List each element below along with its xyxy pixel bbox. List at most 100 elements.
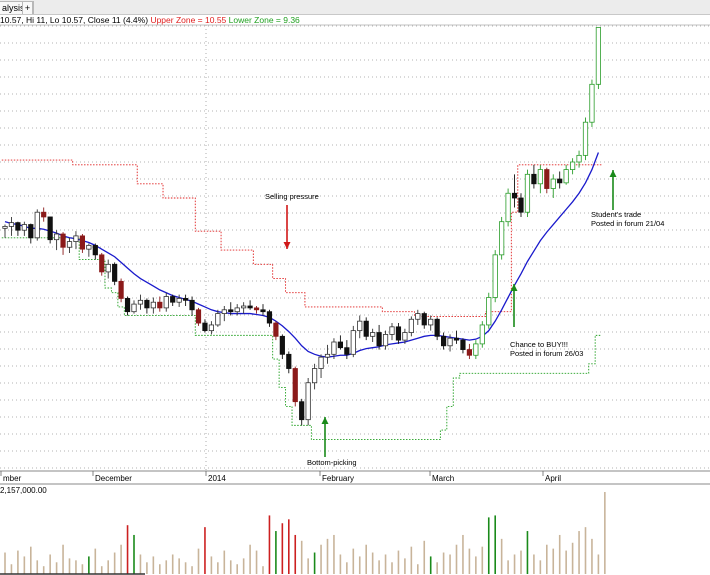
x-tick-label: mber — [3, 474, 22, 483]
candle-body — [595, 27, 602, 85]
upper-zone-readout: Upper Zone = 10.55 — [150, 15, 227, 25]
candle-body — [570, 161, 576, 170]
candle-body — [273, 322, 279, 337]
candle-body — [376, 332, 382, 347]
candle-body — [124, 298, 131, 313]
candle-body — [518, 197, 524, 213]
candle-body — [60, 233, 66, 248]
candle-body — [350, 330, 356, 355]
candle-body — [279, 335, 285, 355]
candle-body — [228, 309, 234, 313]
tab-bar: alysis1 + — [0, 0, 710, 15]
candle-body — [486, 297, 492, 326]
annotation-selling-pressure: Selling pressure — [265, 192, 319, 201]
candle-body — [79, 235, 85, 250]
candle-body — [41, 211, 47, 218]
candle-body — [473, 343, 479, 356]
candle-body — [563, 169, 569, 184]
candle-body — [299, 401, 305, 421]
candle-body — [266, 311, 273, 324]
candle-body — [202, 322, 208, 332]
candle-body — [286, 353, 292, 369]
candle-body — [311, 368, 318, 384]
candle-body — [247, 305, 253, 309]
candle-body — [47, 216, 53, 241]
x-tick-label: December — [95, 474, 132, 483]
candle-body — [28, 224, 34, 239]
candle-body — [137, 299, 144, 305]
candle-body — [86, 244, 92, 250]
add-tab-button[interactable]: + — [22, 1, 33, 14]
candle-body — [447, 337, 453, 347]
annotation-chance-to-buy: Chance to BUY!!! — [510, 340, 568, 349]
candle-body — [492, 254, 498, 298]
candle-body — [415, 313, 421, 320]
candle-body — [54, 233, 60, 241]
candle-body — [363, 320, 369, 337]
candle-body — [544, 169, 550, 189]
arrow-bottom-picking-head — [321, 417, 329, 424]
candle-body — [344, 347, 350, 355]
candle-body — [157, 301, 163, 309]
candle-body — [382, 334, 389, 347]
x-tick-label: March — [432, 474, 454, 483]
candle-body — [73, 235, 79, 242]
candle-body — [150, 301, 156, 309]
candle-body — [118, 280, 124, 299]
candle-body — [524, 173, 531, 213]
candle-body — [550, 178, 556, 189]
candle-body — [402, 332, 408, 341]
candle-body — [34, 211, 40, 239]
candle-body — [260, 309, 266, 313]
candle-body — [176, 298, 182, 303]
candle-body — [182, 298, 189, 301]
arrow-chance-to-buy-head — [510, 284, 518, 291]
candle-body — [324, 353, 331, 358]
candle-body — [241, 305, 247, 309]
moving-average-line — [4, 152, 600, 358]
arrow-selling-pressure-head — [283, 242, 291, 249]
annotation-students-trade: Posted in forum 21/04 — [591, 219, 664, 228]
candle-body — [105, 263, 111, 273]
candle-body — [163, 296, 169, 309]
candle-body — [195, 309, 202, 324]
candle-body — [453, 337, 460, 341]
candle-body — [421, 313, 427, 326]
chart-legend: 10.57, Hi 11, Lo 10.57, Close 11 (4.4%) … — [0, 15, 300, 25]
candle-body — [499, 221, 505, 256]
annotation-students-trade: Student's trade — [591, 210, 641, 219]
candle-body — [144, 299, 150, 309]
candle-body — [331, 341, 337, 355]
candle-body — [318, 356, 324, 369]
lower-zone-readout: Lower Zone = 9.36 — [228, 15, 300, 25]
candle-body — [389, 326, 395, 335]
annotation-bottom-picking: Bottom-picking — [307, 458, 357, 467]
candle-body — [292, 368, 298, 403]
candle-body — [189, 299, 195, 311]
candle-body — [370, 332, 376, 337]
candle-body — [92, 244, 98, 256]
candle-body — [21, 224, 27, 231]
candle-body — [215, 313, 221, 326]
candle-body — [505, 192, 511, 223]
candle-body — [440, 335, 447, 347]
volume-label: 2,157,000.00 — [0, 486, 47, 495]
candle-body — [99, 254, 105, 273]
candle-body — [557, 178, 563, 184]
candle-body — [221, 309, 227, 314]
candle-body — [305, 382, 311, 421]
candle-body — [15, 222, 21, 231]
candle-body — [170, 296, 176, 303]
annotation-chance-to-buy: Posted in forum 26/03 — [510, 349, 583, 358]
candle-body — [531, 173, 537, 185]
candle-body — [131, 303, 137, 313]
candle-body — [395, 326, 402, 341]
lower-zone-line — [1, 237, 602, 441]
candle-body — [511, 192, 518, 199]
candle-body — [479, 324, 485, 345]
candle-body — [234, 307, 240, 313]
candle-body — [357, 320, 363, 332]
candle-body — [2, 226, 8, 229]
candle-body — [576, 154, 582, 163]
